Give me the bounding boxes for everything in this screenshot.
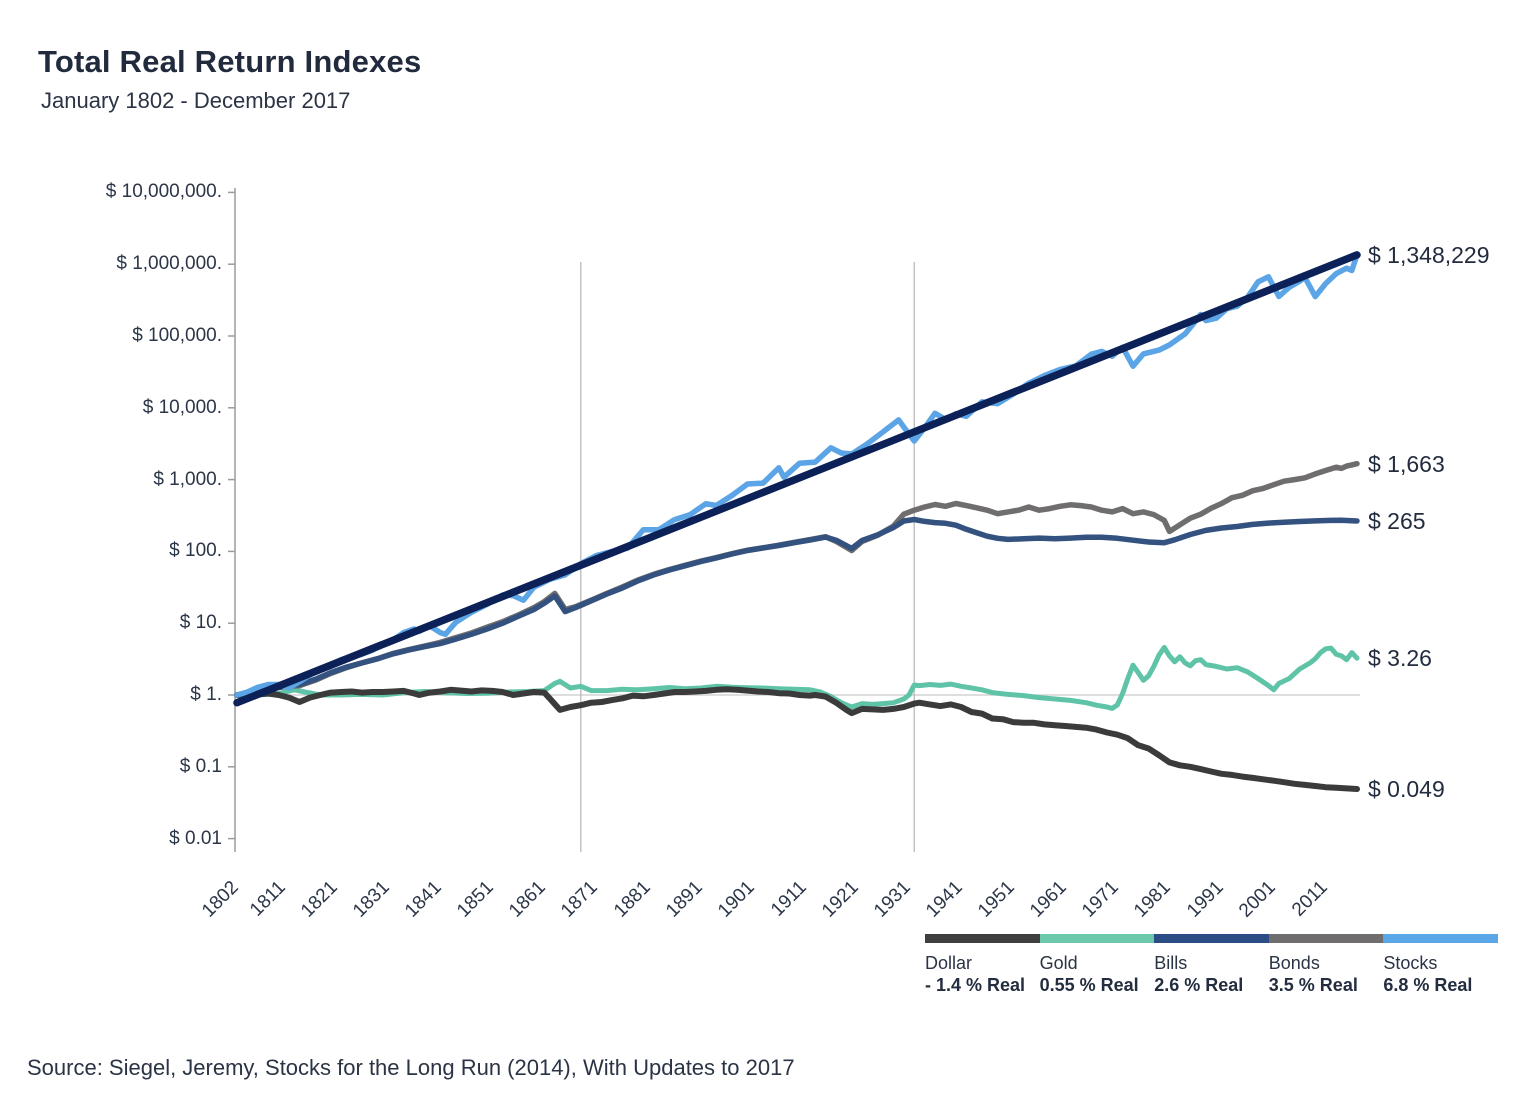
legend-value: - 1.4 % Real — [925, 975, 1026, 995]
legend-value: 6.8 % Real — [1383, 975, 1473, 995]
end-label-bonds: $ 1,663 — [1368, 450, 1445, 477]
y-axis-label: $ 1,000. — [153, 468, 222, 490]
legend-value: 3.5 % Real — [1268, 975, 1358, 995]
legend-swatch-stocks — [1383, 934, 1498, 943]
chart-subtitle: January 1802 - December 2017 — [41, 88, 351, 113]
legend-item-dollar: Dollar - 1.4 % Real — [925, 952, 1040, 996]
series-line-stocks-trend — [233, 251, 1361, 707]
legend-label: Bills — [1154, 953, 1188, 973]
series-line-bills — [234, 516, 1360, 698]
end-label-bills: $ 265 — [1368, 508, 1426, 534]
legend-item-bonds: Bonds 3.5 % Real — [1269, 952, 1384, 996]
series-line-dollar — [234, 686, 1360, 792]
series-line-gold — [234, 644, 1360, 711]
legend-value: 2.6 % Real — [1154, 975, 1244, 995]
y-axis-label: $ 1. — [190, 684, 222, 705]
legend-label: Gold — [1039, 953, 1078, 973]
legend-color-bar — [925, 934, 1498, 943]
source-note: Source: Siegel, Jeremy, Stocks for the L… — [27, 1055, 795, 1080]
legend-label: Stocks — [1383, 953, 1438, 973]
chart-title: Total Real Return Indexes — [38, 44, 422, 79]
series-line-bonds — [234, 460, 1360, 698]
y-axis-label: $ 0.01 — [169, 827, 222, 849]
end-label-stocks: $ 1,348,229 — [1368, 241, 1490, 268]
legend-item-gold: Gold 0.55 % Real — [1040, 952, 1155, 996]
legend-label: Bonds — [1268, 953, 1320, 973]
legend-swatch-bills — [1154, 934, 1269, 943]
end-label-gold: $ 3.26 — [1368, 645, 1432, 672]
legend-swatch-bonds — [1268, 934, 1384, 943]
legend-swatch-dollar — [925, 934, 1040, 943]
y-axis-label: $ 10,000,000. — [105, 181, 222, 203]
y-axis-label: $ 100,000. — [132, 325, 222, 346]
y-axis-label: $ 10. — [179, 612, 222, 634]
y-axis-label: $ 10,000. — [142, 396, 222, 418]
legend-item-stocks: Stocks 6.8 % Real — [1383, 952, 1498, 996]
legend-label: Dollar — [925, 953, 973, 973]
end-label-dollar: $ 0.049 — [1368, 776, 1445, 803]
legend-swatch-gold — [1039, 934, 1155, 943]
legend-item-bills: Bills 2.6 % Real — [1154, 952, 1269, 996]
y-axis-label: $ 1,000,000. — [116, 253, 222, 275]
legend: Dollar - 1.4 % Real Gold 0.55 % Real Bills 2.… — [925, 952, 1525, 996]
legend-value: 0.55 % Real — [1039, 975, 1139, 995]
y-axis-label: $ 0.1 — [179, 755, 222, 777]
y-axis-label: $ 100. — [169, 540, 222, 562]
